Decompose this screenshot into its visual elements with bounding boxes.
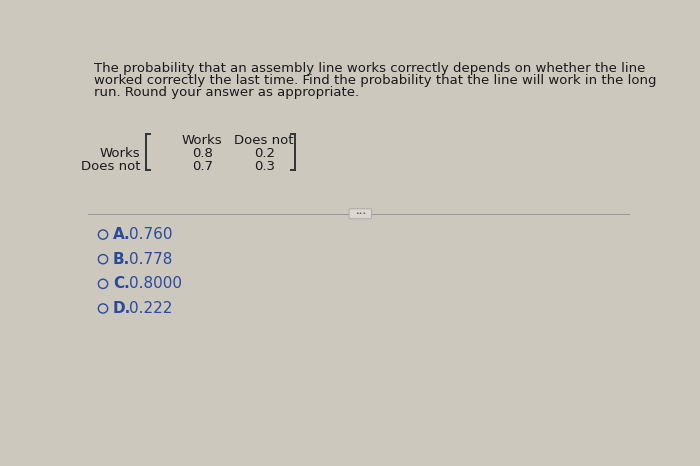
Text: 0.8: 0.8 (192, 147, 213, 160)
Text: •••: ••• (355, 211, 366, 216)
Text: B.: B. (113, 252, 130, 267)
Text: Does not: Does not (80, 160, 140, 173)
Text: 0.778: 0.778 (130, 252, 173, 267)
Text: 0.3: 0.3 (253, 160, 274, 173)
Text: worked correctly the last time. Find the probability that the line will work in : worked correctly the last time. Find the… (94, 74, 656, 87)
Text: D.: D. (113, 301, 132, 316)
Text: Does not: Does not (234, 134, 294, 147)
Text: 0.222: 0.222 (130, 301, 173, 316)
Text: The probability that an assembly line works correctly depends on whether the lin: The probability that an assembly line wo… (94, 62, 645, 75)
Text: 0.760: 0.760 (130, 227, 173, 242)
Text: Works: Works (99, 147, 140, 160)
Text: run. Round your answer as appropriate.: run. Round your answer as appropriate. (94, 86, 359, 99)
Text: C.: C. (113, 276, 130, 291)
Text: 0.2: 0.2 (253, 147, 274, 160)
Text: Works: Works (182, 134, 223, 147)
Text: 0.8000: 0.8000 (130, 276, 182, 291)
Text: A.: A. (113, 227, 131, 242)
FancyBboxPatch shape (349, 209, 372, 219)
Text: 0.7: 0.7 (192, 160, 213, 173)
